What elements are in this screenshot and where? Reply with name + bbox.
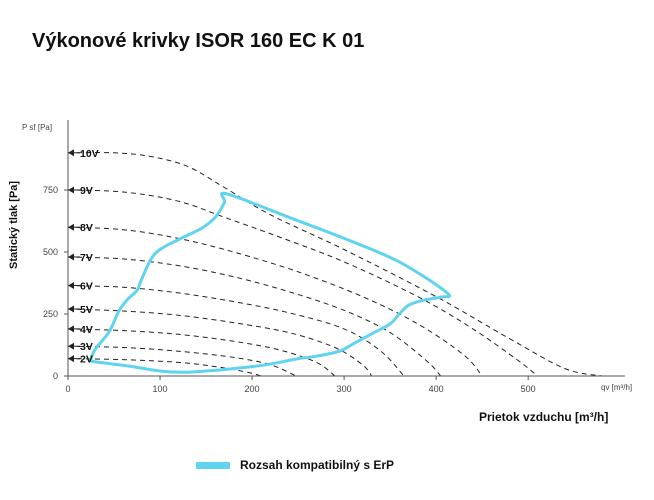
y-tick-label: 500 [43,247,58,257]
erp-region-outline [87,191,452,374]
speed-label-6v: 6V [80,280,93,292]
speed-arrow-10v [68,149,74,157]
x-tick-label: 200 [245,384,260,394]
speed-label-3v: 3V [80,341,93,353]
speed-arrow-9v [68,186,74,194]
curve-3v [67,345,297,377]
speed-label-10v: 10V [80,148,99,160]
speed-label-7v: 7V [80,252,93,264]
x-tick-label: 100 [153,384,168,394]
curve-6v [67,285,405,377]
speed-arrow-5v [68,305,74,313]
x-tick-label: 400 [429,384,444,394]
performance-chart: 0 100 200 300 400 500 0 250 500 750 P sf [Pa] qv [m… [8,120,632,394]
curve-4v [67,328,336,377]
speed-label-2v: 2V [80,354,93,366]
speed-label-4v: 4V [80,324,93,336]
chart-title: Výkonové krivky ISOR 160 EC K 01 [32,30,365,52]
fan-curves [67,152,602,377]
x-unit-label: qv [m³/h] [601,383,632,392]
x-axis-title: Prietok vzduchu [m³/h] [479,410,609,424]
speed-arrow-2v [68,355,74,363]
speed-arrow-4v [68,325,74,333]
legend: Rozsah kompatibilný s ErP [196,458,394,472]
y-unit-label: P sf [Pa] [22,123,52,132]
speed-label-9v: 9V [80,185,93,197]
speed-arrow-8v [68,223,74,231]
erp-region [87,191,452,374]
curve-2v [67,358,262,377]
speed-label-5v: 5V [80,304,93,316]
speed-arrow-7v [68,253,74,261]
y-tick-label: 0 [53,371,58,381]
x-tick-label: 300 [337,384,352,394]
curve-8v [67,226,483,377]
x-tick-label: 0 [65,384,70,394]
speed-arrow-3v [68,342,74,350]
y-axis-title: Statický tlak [Pa] [8,181,20,269]
legend-label: Rozsah kompatibilný s ErP [240,458,395,472]
y-tick-label: 750 [43,185,58,195]
speed-arrow-6v [68,281,74,289]
curve-5v [67,308,373,377]
curve-10v [67,152,602,377]
speed-label-8v: 8V [80,222,93,234]
legend-swatch [196,461,230,469]
y-tick-label: 250 [43,309,58,319]
curve-9v [67,189,538,377]
x-tick-label: 500 [521,384,536,394]
axes: 0 100 200 300 400 500 0 250 500 750 P sf [Pa] qv [m… [8,120,632,394]
curve-7v [67,256,442,377]
